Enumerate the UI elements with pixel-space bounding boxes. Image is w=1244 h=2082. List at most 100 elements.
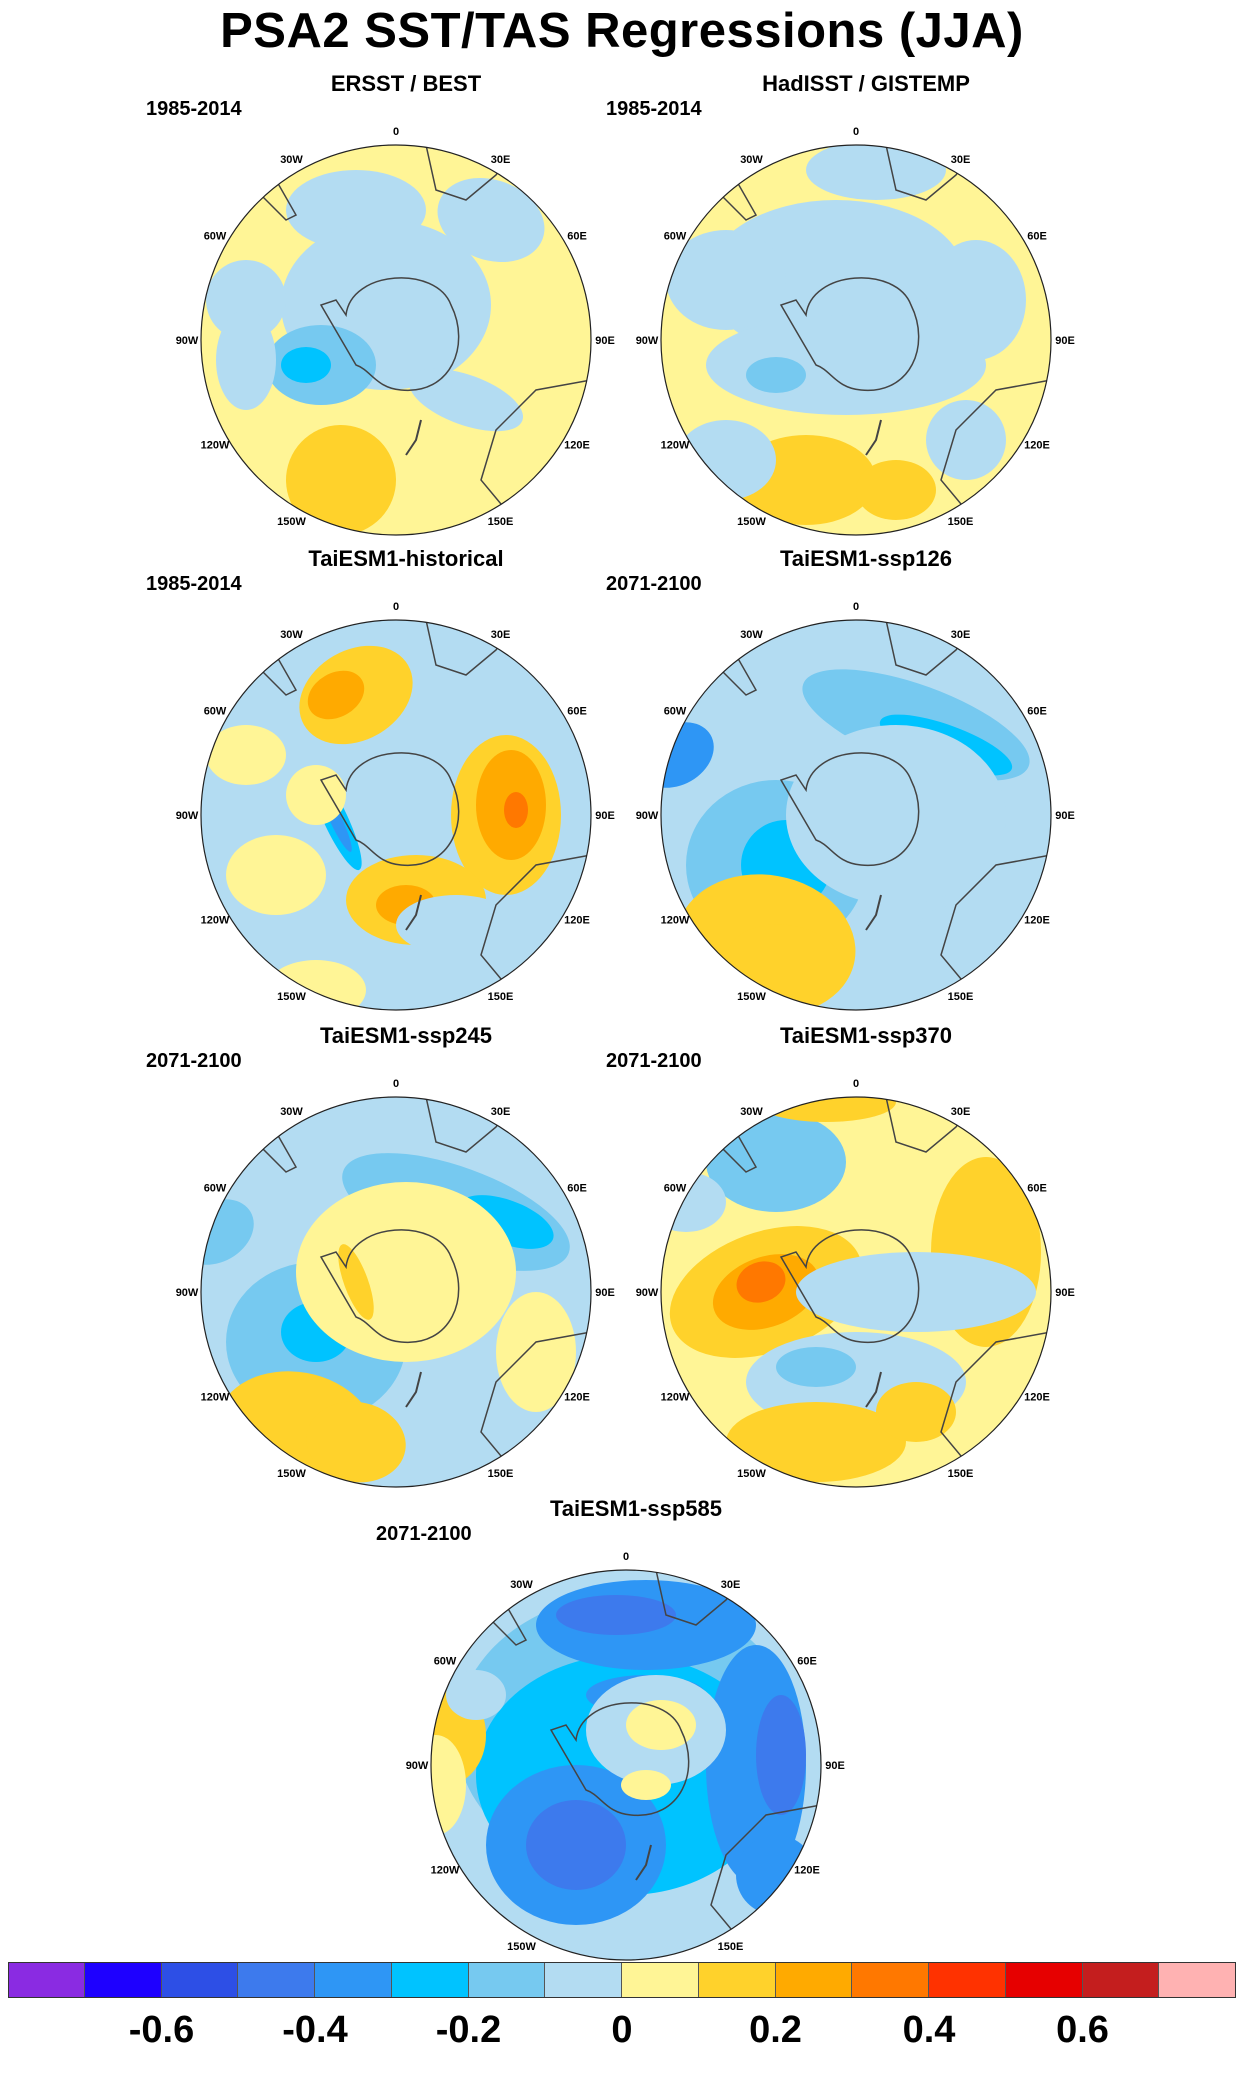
- anomaly-contour: [916, 905, 996, 965]
- anomaly-contour: [296, 1182, 516, 1362]
- panel-period: 2071-2100: [606, 1050, 702, 1072]
- figure-title: PSA2 SST/TAS Regressions (JJA): [220, 4, 1024, 58]
- longitude-label: 90E: [1055, 335, 1075, 347]
- colorbar-swatch: [622, 1962, 699, 1998]
- anomaly-contour: [307, 670, 365, 720]
- anomaly-contour: [786, 725, 1006, 905]
- panel-period: 2071-2100: [376, 1523, 472, 1545]
- panel-title: TaiESM1-historical: [308, 546, 504, 571]
- longitude-label: 30E: [491, 154, 511, 166]
- anomaly-contour: [706, 1112, 846, 1212]
- anomaly-contour: [496, 1292, 576, 1412]
- map-boundary: [430, 1569, 822, 1961]
- map-panel-ssp585: 030E60E90E120E150E180150W120W90W60W30WTa…: [376, 1495, 896, 1965]
- colorbar-swatch: [1082, 1962, 1160, 1998]
- longitude-label: 150E: [948, 1468, 974, 1480]
- colorbar-swatch: [8, 1962, 85, 1998]
- longitude-label: 0: [393, 601, 399, 613]
- longitude-label: 30E: [951, 154, 971, 166]
- colorbar-swatch: [1159, 1962, 1236, 1998]
- longitude-label: 60E: [1027, 231, 1047, 243]
- new-zealand-coastline: [405, 1371, 422, 1408]
- longitude-label: 120W: [661, 440, 690, 452]
- colorbar: [8, 1962, 1236, 1998]
- longitude-label: 30E: [721, 1579, 741, 1591]
- anomaly-contour: [856, 460, 936, 520]
- panel-period: 1985-2014: [606, 98, 702, 120]
- longitude-label: 60W: [664, 706, 687, 718]
- anomaly-contour: [556, 1595, 676, 1635]
- longitude-label: 150E: [718, 1941, 744, 1953]
- longitude-label: 30W: [740, 629, 763, 641]
- anomaly-contour: [431, 1735, 466, 1835]
- anomaly-contour: [746, 357, 806, 393]
- colorbar-tick-label: -0.2: [435, 2009, 502, 2051]
- anomaly-contour: [776, 1347, 856, 1387]
- longitude-label: 120W: [661, 1392, 690, 1404]
- longitude-label: 60E: [567, 706, 587, 718]
- longitude-label: 90E: [1055, 810, 1075, 822]
- colorbar-swatch: [238, 1962, 315, 1998]
- anomaly-contour: [306, 1401, 406, 1483]
- longitude-label: 150W: [737, 516, 766, 528]
- anomaly-contour: [626, 1700, 696, 1750]
- longitude-label: 60W: [204, 231, 227, 243]
- longitude-label: 150W: [277, 991, 306, 1003]
- longitude-label: 150W: [277, 516, 306, 528]
- anomaly-contour: [706, 315, 986, 415]
- polar-map: 030E60E90E120E150E180150W120W90W60W30W: [636, 601, 1075, 1011]
- anomaly-contour: [676, 420, 776, 500]
- longitude-label: 0: [393, 126, 399, 138]
- anomaly-contour: [206, 260, 286, 340]
- longitude-label: 30E: [951, 629, 971, 641]
- map-boundary: [660, 1096, 1052, 1488]
- longitude-label: 0: [853, 1078, 859, 1090]
- longitude-label: 30E: [951, 1106, 971, 1118]
- longitude-label: 60E: [1027, 1183, 1047, 1195]
- longitude-label: 120E: [564, 915, 590, 927]
- colorbar-frame: [8, 1962, 1236, 1998]
- longitude-label: 150W: [507, 1941, 536, 1953]
- map-panel-obs1: 030E60E90E120E150E180150W120W90W60W30WER…: [146, 70, 666, 540]
- longitude-label: 30W: [280, 1106, 303, 1118]
- antarctica-coastline: [549, 1702, 690, 1816]
- polar-map: 030E60E90E120E150E180150W120W90W60W30W: [176, 601, 615, 1011]
- longitude-label: 120E: [1024, 915, 1050, 927]
- longitude-label: 90E: [595, 1287, 615, 1299]
- colorbar-swatch: [698, 1962, 776, 1998]
- antarctica-coastline: [319, 277, 460, 391]
- anomaly-contour: [281, 347, 331, 383]
- panel-title: TaiESM1-ssp126: [779, 546, 952, 571]
- longitude-label: 60E: [567, 1183, 587, 1195]
- longitude-label: 120E: [564, 1392, 590, 1404]
- longitude-label: 30W: [280, 629, 303, 641]
- anomaly-contour: [226, 835, 326, 915]
- colorbar-tick-label: 0: [611, 2009, 633, 2051]
- map-panel-ssp245: 030E60E90E120E150E180150W120W90W60W30WTa…: [146, 1022, 666, 1492]
- panel-title: TaiESM1-ssp585: [549, 1496, 722, 1521]
- polar-map: 030E60E90E120E150E180150W120W90W60W30W: [176, 126, 615, 536]
- anomaly-contour: [926, 400, 1006, 480]
- antarctica-coastline: [779, 752, 920, 866]
- anomaly-contour: [201, 1199, 254, 1265]
- longitude-label: 60W: [434, 1656, 457, 1668]
- colorbar-labels: -0.6 -0.4 -0.2 0 0.2 0.4 0.6: [8, 2006, 1236, 2066]
- anomaly-contour: [286, 765, 346, 825]
- colorbar-swatch: [775, 1962, 853, 1998]
- colorbar-tick-label: 0.2: [749, 2009, 802, 2051]
- anomaly-contour: [796, 1252, 1036, 1332]
- colorbar-tick-label: -0.4: [282, 2009, 348, 2051]
- anomaly-contour: [408, 368, 524, 432]
- longitude-label: 150W: [737, 991, 766, 1003]
- new-zealand-coastline: [405, 419, 422, 456]
- anomaly-contour: [736, 1261, 786, 1303]
- longitude-label: 60W: [664, 1183, 687, 1195]
- longitude-label: 60E: [1027, 706, 1047, 718]
- longitude-label: 90W: [176, 810, 199, 822]
- antarctica-coastline: [779, 1229, 920, 1343]
- anomaly-contour: [504, 792, 528, 828]
- longitude-label: 90W: [176, 1287, 199, 1299]
- anomaly-contour: [661, 1172, 726, 1232]
- longitude-label: 30W: [280, 154, 303, 166]
- longitude-label: 120W: [201, 915, 230, 927]
